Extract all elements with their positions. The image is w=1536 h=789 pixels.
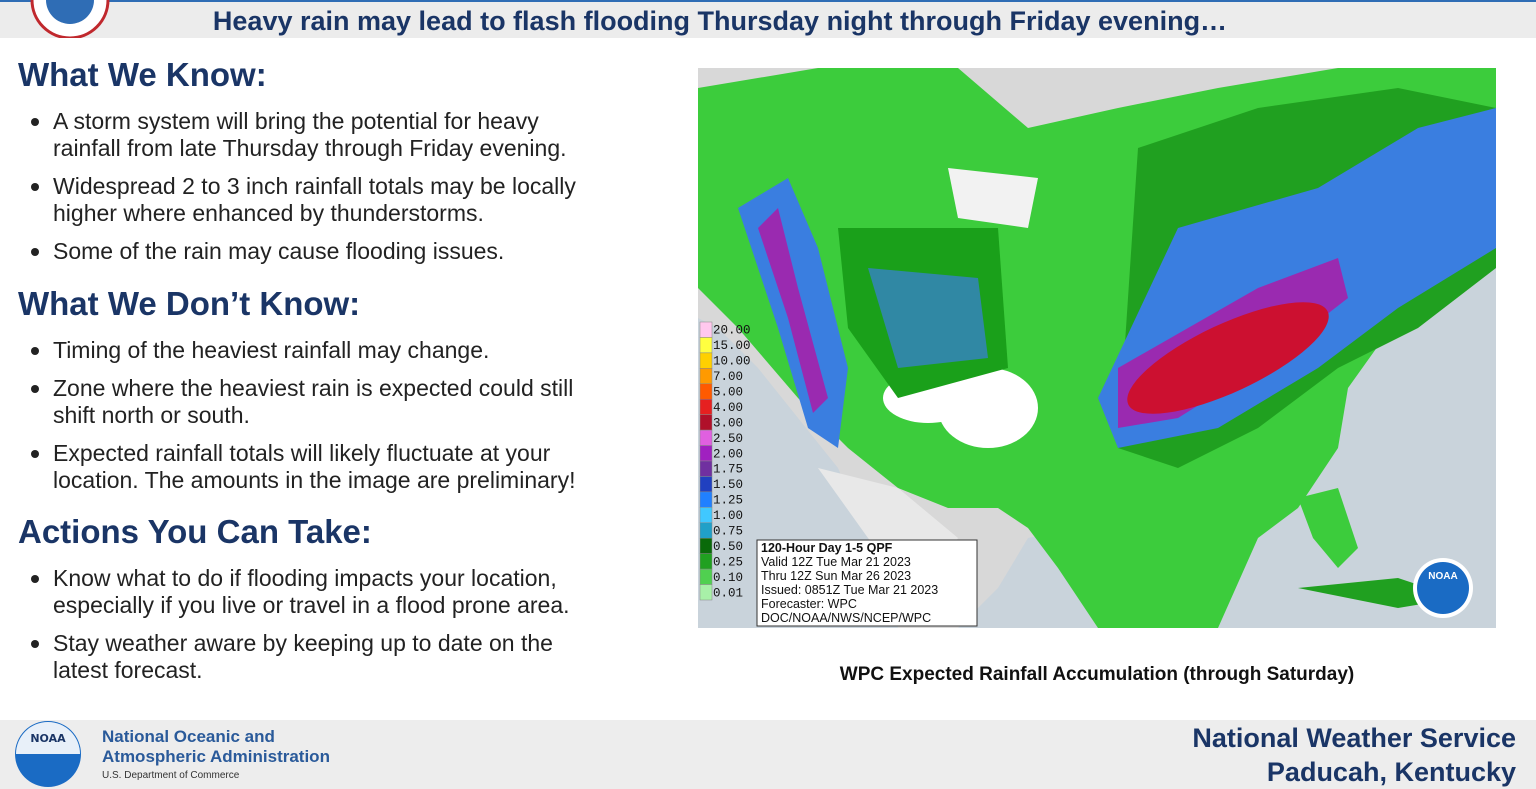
bullet-line: higher where enhanced by thunderstorms. (53, 199, 484, 226)
bullet: Know what to do if flooding impacts your… (31, 565, 678, 618)
bullet-line: Expected rainfall totals will likely flu… (53, 440, 551, 466)
legend-swatch (699, 337, 713, 354)
nws-logo (30, 0, 110, 38)
bullet-line: Stay weather aware by keeping up to date… (53, 630, 553, 656)
map-caption: WPC Expected Rainfall Accumulation (thro… (839, 664, 1355, 685)
legend-label: 3.00 (713, 416, 743, 430)
bullet: Stay weather aware by keeping up to date… (31, 630, 678, 683)
bullet: A storm system will bring the potential … (31, 108, 678, 161)
legend-label: 0.75 (713, 525, 743, 539)
bullet-line: Widespread 2 to 3 inch rainfall totals m… (53, 173, 576, 199)
legend-swatch (699, 414, 713, 431)
legend-label: 2.50 (713, 432, 743, 446)
info-line: Forecaster: WPC (761, 597, 857, 611)
bullet: Some of the rain may cause flooding issu… (31, 238, 678, 265)
legend-label: 2.00 (713, 447, 743, 461)
office-name: National Weather Service (1192, 723, 1516, 753)
bullet-line: Some of the rain may cause flooding issu… (53, 238, 505, 264)
bullet-line: Know what to do if flooding impacts your… (53, 565, 557, 591)
legend-swatch (699, 537, 713, 554)
org-name: National Oceanic and (102, 727, 275, 746)
noaa-logo: NOAA (15, 721, 81, 787)
legend-swatch (699, 368, 713, 385)
bullet-list: A storm system will bring the potential … (18, 108, 678, 265)
legend-label: 0.25 (713, 555, 743, 569)
legend-label: 0.10 (713, 571, 743, 585)
legend-label: 4.00 (713, 401, 743, 415)
legend-label: 1.00 (713, 509, 743, 523)
info-line: Issued: 0851Z Tue Mar 21 2023 (761, 583, 938, 597)
info-line: 120-Hour Day 1-5 QPF (761, 541, 893, 555)
legend-swatch (699, 429, 713, 446)
section-heading: Actions You Can Take: (18, 513, 372, 550)
info-line: Valid 12Z Tue Mar 21 2023 (761, 555, 911, 569)
info-box (756, 539, 978, 627)
legend-label: 0.01 (713, 586, 743, 600)
bullet: Timing of the heaviest rainfall may chan… (31, 336, 678, 364)
info-line: Thru 12Z Sun Mar 26 2023 (761, 569, 911, 583)
legend-label: 20.00 (713, 324, 751, 338)
bullet-line: shift north or south. (53, 401, 250, 428)
legend-swatch (699, 491, 713, 508)
legend-label: 1.75 (713, 463, 743, 477)
bullet: Widespread 2 to 3 inch rainfall totals m… (31, 173, 678, 226)
legend-label: 5.00 (713, 386, 743, 400)
legend-label: 10.00 (713, 355, 751, 369)
info-line: DOC/NOAA/NWS/NCEP/WPC (761, 611, 931, 625)
bullet-line: Timing of the heaviest rainfall may chan… (53, 336, 490, 363)
bullet-line: location. The amounts in the image are p… (53, 466, 576, 493)
bullet: Expected rainfall totals will likely flu… (31, 440, 678, 493)
footer: NOAA National Oceanic and Atmospheric Ad… (0, 720, 1536, 789)
legend-swatch (699, 398, 713, 415)
legend-label: 0.50 (713, 540, 743, 554)
legend-label: 1.50 (713, 478, 743, 492)
legend-label: 7.00 (713, 370, 743, 384)
org-name: Atmospheric Administration (102, 747, 330, 766)
legend-swatch (699, 568, 713, 585)
bullet-line: Zone where the heaviest rain is expected… (53, 375, 574, 401)
bullet-line: latest forecast. (53, 656, 203, 683)
bullet-line: rainfall from late Thursday through Frid… (53, 134, 567, 161)
text-column: What We Know: A storm system will bring t… (18, 52, 678, 699)
legend-label: 1.25 (713, 494, 743, 508)
legend-swatch (699, 584, 713, 601)
bullet-line: A storm system will bring the potential … (53, 108, 539, 134)
section-heading: What We Don’t Know: (18, 284, 361, 322)
legend-swatch (699, 553, 713, 570)
header: Heavy rain may lead to flash flooding Th… (0, 0, 1536, 38)
legend-swatch (699, 445, 713, 462)
legend-swatch (699, 383, 713, 400)
legend-swatch (699, 352, 713, 369)
title: Heavy rain may lead to flash flooding Th… (212, 6, 1228, 36)
section-heading: What We Know: (18, 56, 267, 93)
bullet-list: Timing of the heaviest rainfall may chan… (18, 337, 678, 494)
legend-label: 15.00 (713, 339, 751, 353)
legend-swatch (699, 460, 713, 477)
legend-swatch (699, 522, 713, 539)
legend-swatch (699, 476, 713, 493)
bullet-list: Know what to do if flooding impacts your… (18, 565, 678, 683)
legend-swatch (699, 507, 713, 524)
department: U.S. Department of Commerce (102, 770, 240, 781)
bullet: Zone where the heaviest rain is expected… (31, 375, 678, 428)
logo-text: NOAA (30, 732, 66, 745)
legend-swatch (699, 321, 713, 338)
logo-text: NOAA (1428, 571, 1457, 582)
bullet-line: especially if you live or travel in a fl… (53, 591, 570, 618)
office-location: Paducah, Kentucky (1266, 757, 1516, 787)
